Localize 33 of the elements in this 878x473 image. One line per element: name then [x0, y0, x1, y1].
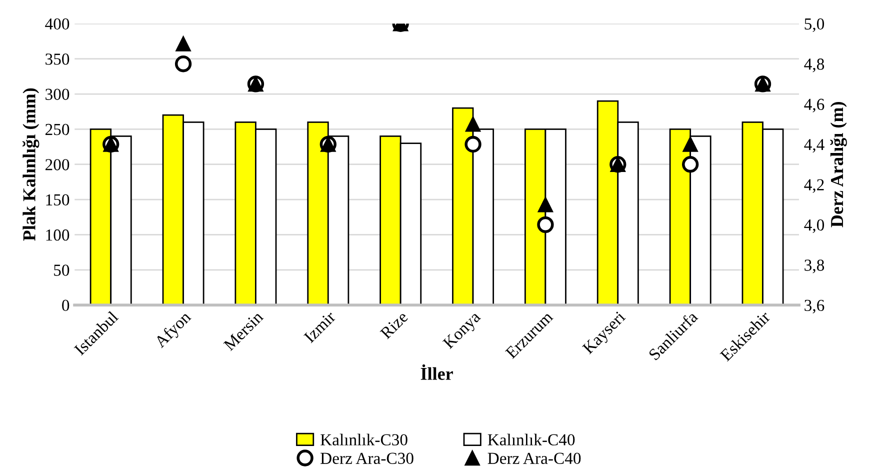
- y2-axis-title: Derz Aralığı (m): [830, 102, 847, 228]
- y-tick-label: 350: [46, 54, 70, 65]
- y2-tick-label: 4,4: [804, 139, 824, 153]
- y2-tick-label: 4,2: [804, 179, 824, 193]
- y2-tick-label: 5,0: [804, 18, 824, 32]
- x-axis-title: İller: [420, 364, 453, 380]
- y2-tick-label: 3,8: [804, 260, 824, 274]
- legend-label: Kalınlık-C30: [320, 434, 408, 446]
- y-tick-label: 400: [45, 18, 70, 30]
- y-tick-label: 100: [46, 229, 70, 241]
- x-tick-label: Rize: [380, 310, 408, 340]
- point: [176, 36, 191, 52]
- y-axis-title: Plak Kalınlığı (mm): [22, 88, 40, 241]
- point: [464, 136, 482, 153]
- point: [682, 156, 699, 173]
- y-tick-label: 150: [46, 194, 70, 206]
- legend-label: Derz Ara-C30: [320, 452, 414, 464]
- y-tick-label: 250: [46, 124, 70, 136]
- legend-label: Kalınlık-C40: [488, 434, 575, 446]
- point: [537, 216, 554, 234]
- point: [538, 196, 554, 212]
- y-tick-label: 0: [62, 300, 70, 312]
- point: [682, 136, 698, 152]
- y-tick-label: 300: [46, 88, 70, 100]
- y2-tick-label: 4,6: [804, 98, 824, 112]
- legend-label: Derz Ara-C40: [488, 452, 581, 464]
- y2-tick-label: 4,0: [804, 219, 824, 234]
- y2-tick-label: 3,6: [804, 300, 824, 314]
- point: [174, 56, 192, 72]
- y-tick-label: 50: [54, 264, 70, 276]
- y-tick-label: 200: [46, 159, 70, 170]
- y2-tick-label: 4,8: [804, 58, 824, 72]
- point: [465, 116, 481, 132]
